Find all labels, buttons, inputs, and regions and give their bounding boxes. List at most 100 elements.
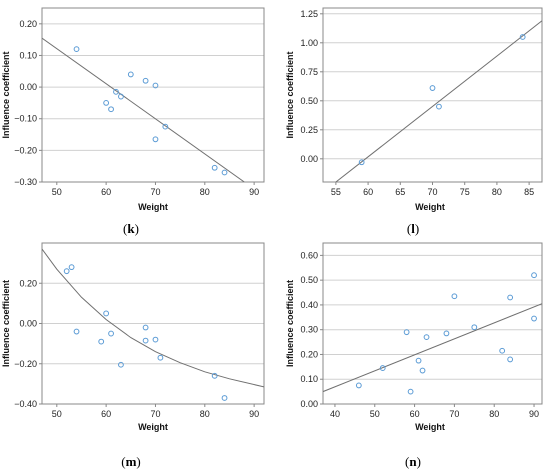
data-point [379,365,386,371]
panel-label: (m) [121,454,141,469]
x-axis-label: Weight [415,422,445,432]
y-tick-label: 1.25 [300,9,318,19]
plot-frame [322,7,543,183]
data-point [419,367,426,374]
y-tick-label: 0.50 [300,96,318,106]
panel-label: (l) [407,221,419,236]
x-tick-label: 85 [524,187,534,197]
y-tick-label: 0.00 [19,319,37,329]
data-point [403,329,410,336]
y-tick-label: 0.75 [300,67,318,77]
data-point [162,123,169,130]
data-point [103,310,110,317]
data-point [142,337,149,344]
data-point [507,356,514,363]
y-tick-label: −0.40 [14,399,37,409]
x-tick-label: 90 [249,409,259,419]
data-point [499,347,506,354]
y-axis-label: Influence coefficient [285,51,295,138]
x-tick-label: 50 [52,409,62,419]
x-tick-label: 60 [101,409,111,419]
data-point [157,354,164,361]
data-point [471,324,478,331]
x-tick-label: 60 [410,409,420,419]
x-tick-label: 70 [427,187,437,197]
y-tick-label: 1.00 [300,38,318,48]
x-tick-label: 90 [249,187,259,197]
panel-label: (n) [405,454,421,469]
fit-line [42,37,245,182]
data-point [221,169,228,176]
x-tick-label: 50 [52,187,62,197]
y-tick-label: 0.00 [300,399,318,409]
data-point [63,268,70,275]
x-tick-label: 70 [449,409,459,419]
data-point [451,293,458,300]
data-point [519,34,526,40]
x-axis-label: Weight [138,202,168,212]
y-tick-label: −0.20 [14,359,37,369]
plot-frame [41,242,265,405]
data-point [113,88,119,95]
x-tick-label: 70 [150,409,160,419]
x-tick-label: 60 [101,187,111,197]
data-point [73,46,80,53]
x-tick-label: 80 [489,409,499,419]
data-point [152,136,159,143]
x-tick-label: 40 [330,409,340,419]
data-point [108,330,114,337]
y-tick-label: 0.10 [300,374,318,384]
y-axis-label: Influence coefficient [1,51,11,138]
chart-panel-2: 0.00 0.25 0.50 0.75 1.00 1.25 55 60 65 70 75 80 85 We… [285,7,543,236]
x-tick-label: 55 [331,187,341,197]
chart-panel-3: −0.40 −0.20 0.00 0.20 50 60 70 80 90 Weight Influe… [1,242,265,469]
data-point [103,100,110,106]
data-point [68,264,75,271]
x-tick-label: 80 [492,187,502,197]
fit-line [335,20,542,182]
data-point [531,315,537,322]
y-tick-label: 0.20 [19,19,37,29]
data-point [152,82,159,89]
data-point [152,336,159,343]
data-point [142,324,149,331]
data-point [355,382,362,389]
data-point [127,71,134,78]
y-tick-label: 0.40 [300,300,318,310]
y-axis-label: Influence coefficient [1,280,11,367]
plot-frame [322,242,543,405]
y-tick-label: 0.00 [19,82,37,92]
y-tick-label: −0.20 [14,145,37,155]
x-axis-label: Weight [138,422,168,432]
chart-panel-4: 0.00 0.10 0.20 0.30 0.40 0.50 0.60 40 50 60 70 80 90… [285,242,543,469]
data-point [429,85,436,91]
x-axis-label: Weight [415,202,445,212]
fit-line [42,248,264,388]
x-tick-label: 80 [200,187,210,197]
data-point [443,330,450,337]
x-tick-label: 80 [200,409,210,419]
data-point [142,77,149,84]
data-point [507,294,514,301]
y-tick-label: −0.10 [14,114,37,124]
data-point [436,103,442,110]
data-point [423,334,430,341]
y-tick-label: 0.50 [300,275,318,285]
y-tick-label: 0.30 [300,325,318,335]
y-axis-label: Influence coefficient [285,280,295,367]
data-point [108,106,114,113]
data-point [118,93,124,100]
data-point [407,388,414,395]
data-point [98,338,105,345]
x-tick-label: 75 [460,187,470,197]
y-tick-label: 0.60 [300,250,318,260]
y-tick-label: 0.20 [19,278,37,288]
data-point [73,328,80,335]
panel-label: (k) [123,221,139,236]
chart-panel-1: −0.30 −0.20 −0.10 0.00 0.10 0.20 50 60 70 80 90 Wei… [1,7,265,236]
x-tick-label: 50 [370,409,380,419]
y-tick-label: 0.10 [19,50,37,60]
x-tick-label: 70 [150,187,160,197]
data-point [358,159,365,166]
